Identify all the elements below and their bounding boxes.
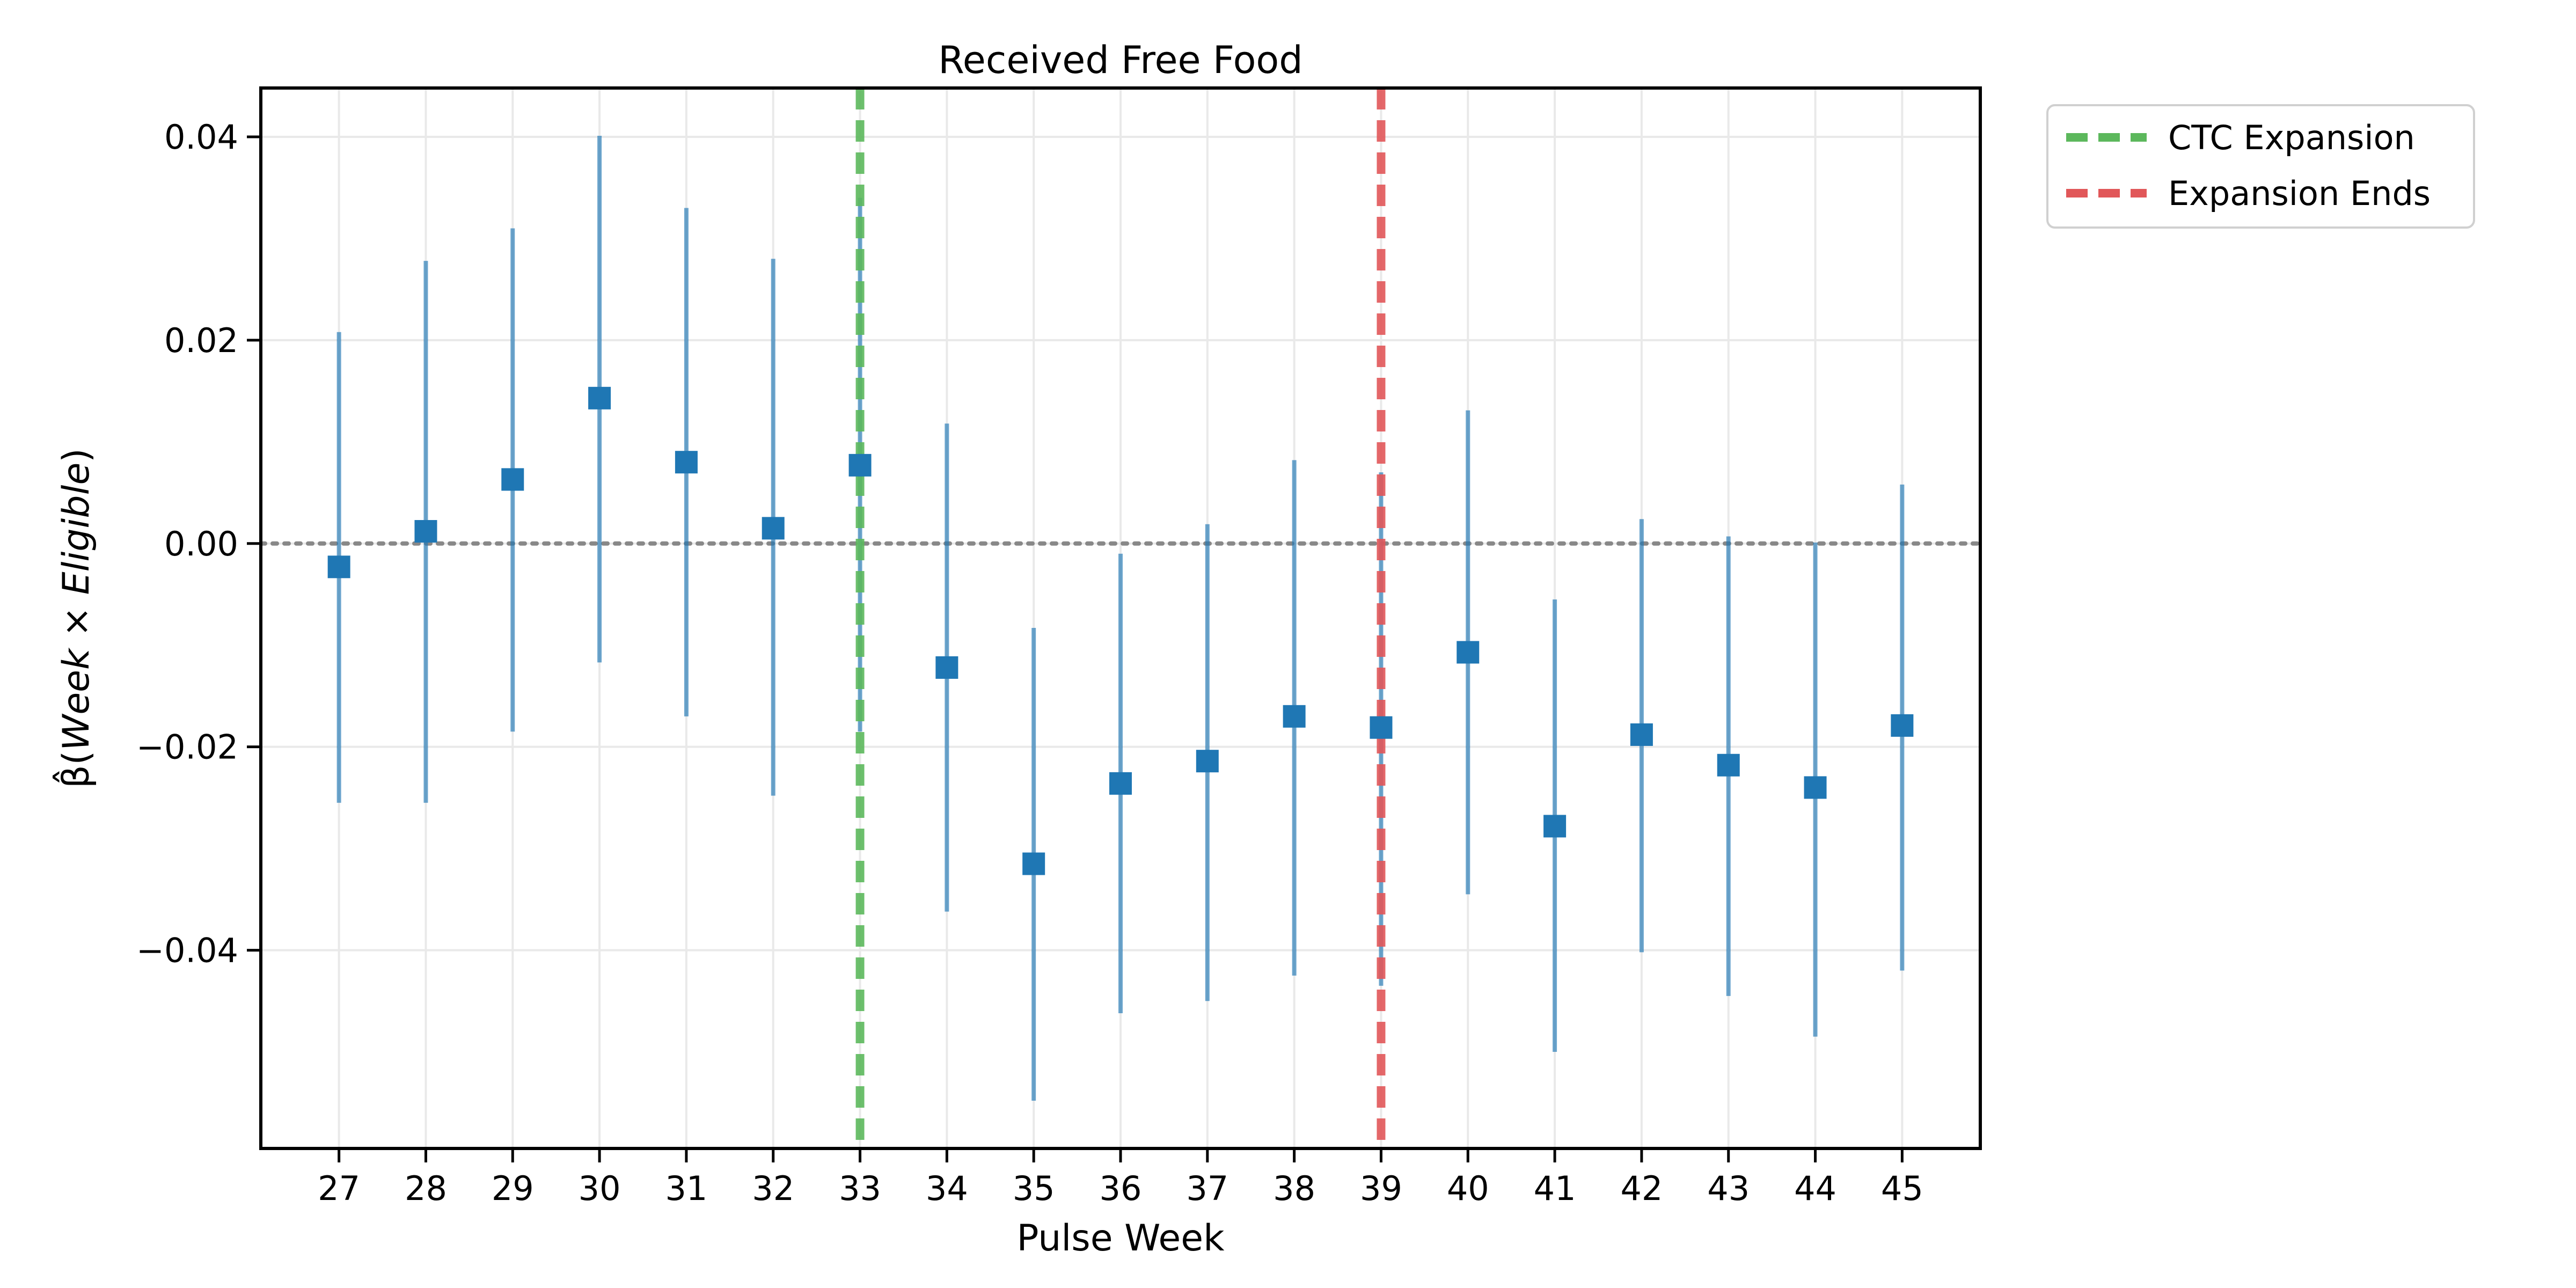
legend-label-expansion-ends: Expansion Ends [2168, 174, 2431, 213]
x-tick-label: 41 [1534, 1169, 1576, 1208]
x-tick-label: 30 [579, 1169, 621, 1208]
x-tick-label: 44 [1794, 1169, 1836, 1208]
y-tick-label: −0.02 [136, 728, 238, 767]
point-week-30 [588, 386, 611, 409]
legend-box [2046, 104, 2475, 229]
y-axis-title: β̂(Week × Eligible) [53, 448, 98, 788]
y-axis-title-beta: β̂ [53, 765, 98, 788]
x-tick-label: 29 [492, 1169, 534, 1208]
point-week-45 [1891, 714, 1914, 737]
x-tick-label: 35 [1013, 1169, 1055, 1208]
x-tick-label: 32 [752, 1169, 794, 1208]
x-tick-label: 37 [1186, 1169, 1228, 1208]
y-tick-label: −0.04 [136, 931, 238, 970]
y-tick-label: 0.02 [164, 321, 238, 360]
point-week-39 [1370, 716, 1393, 739]
point-week-27 [327, 555, 350, 579]
point-week-36 [1109, 772, 1132, 795]
point-week-35 [1022, 852, 1045, 875]
y-tick-label: 0.00 [164, 524, 238, 564]
legend-label-ctc-expansion: CTC Expansion [2168, 118, 2415, 157]
point-week-43 [1717, 753, 1740, 777]
point-week-44 [1804, 776, 1827, 799]
x-tick-label: 34 [926, 1169, 968, 1208]
chart-title: Received Free Food [938, 38, 1302, 82]
x-axis-title: Pulse Week [1017, 1217, 1225, 1260]
point-week-40 [1457, 641, 1480, 664]
x-tick-label: 31 [665, 1169, 707, 1208]
point-week-29 [501, 468, 524, 491]
y-axis-title-open: ( [55, 751, 98, 765]
x-tick-label: 43 [1707, 1169, 1750, 1208]
y-axis-title-times: × [55, 595, 98, 648]
y-axis-title-close: ) [55, 448, 98, 463]
point-week-42 [1630, 723, 1653, 746]
event-lines [855, 88, 1386, 1148]
x-tick-label: 39 [1360, 1169, 1402, 1208]
y-axis-title-week: Week [55, 647, 98, 751]
x-tick-label: 38 [1273, 1169, 1315, 1208]
point-week-28 [414, 520, 437, 543]
y-axis-ticks: 0.04 0.02 0.00 −0.02 −0.04 [136, 118, 261, 970]
point-week-41 [1543, 815, 1567, 838]
point-week-31 [675, 451, 698, 474]
x-tick-label: 40 [1447, 1169, 1489, 1208]
x-tick-label: 27 [318, 1169, 360, 1208]
point-week-37 [1196, 750, 1219, 773]
x-tick-label: 36 [1100, 1169, 1142, 1208]
point-week-32 [762, 517, 785, 540]
x-tick-label: 28 [405, 1169, 447, 1208]
point-week-34 [935, 656, 958, 679]
point-estimates [327, 386, 1914, 875]
legend: CTC Expansion Expansion Ends [2046, 104, 2475, 229]
x-axis-ticks: 27 28 29 30 31 32 33 34 35 36 37 38 39 40 41 42 43 44 45 [318, 1148, 1923, 1208]
point-week-38 [1283, 705, 1306, 728]
x-tick-label: 33 [839, 1169, 881, 1208]
x-tick-label: 42 [1620, 1169, 1663, 1208]
y-tick-label: 0.04 [164, 118, 238, 157]
point-week-33 [848, 453, 872, 477]
y-axis-title-eligible: Eligible [55, 463, 98, 595]
x-tick-label: 45 [1881, 1169, 1923, 1208]
